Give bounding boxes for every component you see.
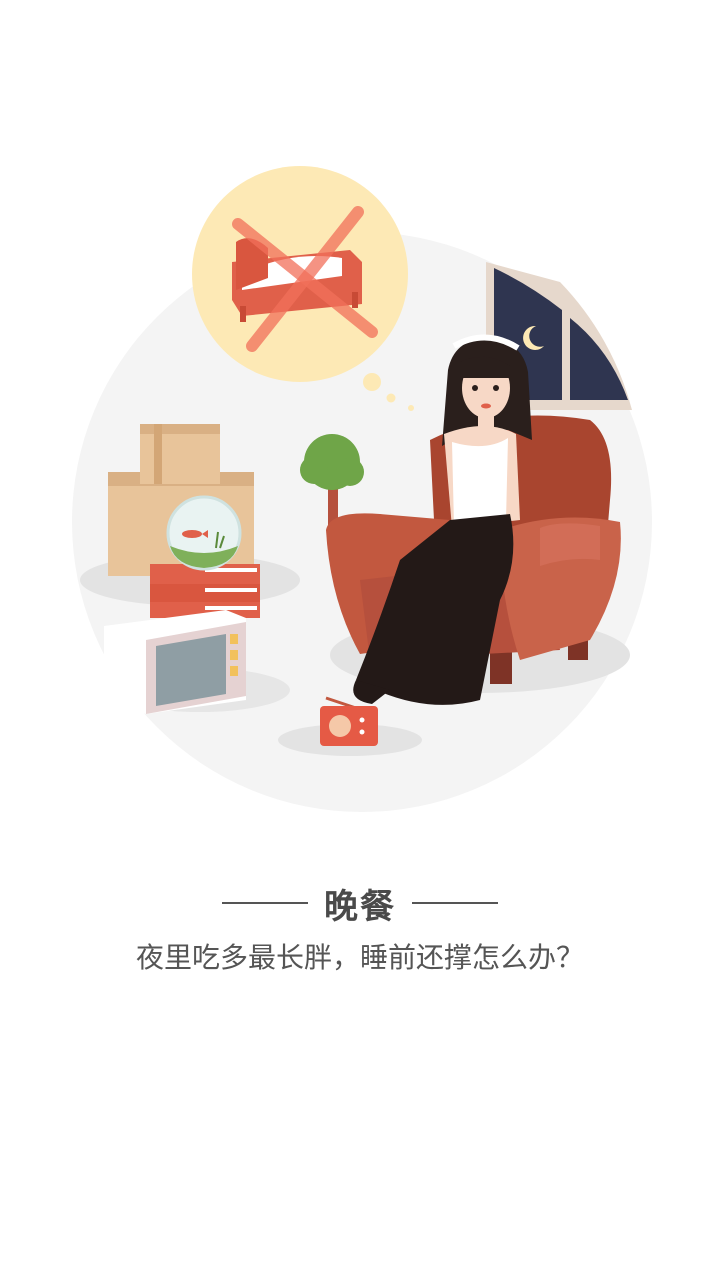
page-title-row: 晚餐 — [0, 878, 720, 928]
title-divider-left — [222, 902, 308, 904]
radio-icon — [320, 696, 378, 746]
thought-dot — [408, 405, 414, 411]
crossed-bed-icon — [232, 206, 378, 352]
tv-icon — [104, 610, 246, 714]
fishbowl-icon — [166, 495, 242, 571]
woman-figure — [353, 334, 532, 705]
dinner-illustration — [72, 166, 652, 812]
page-title: 晚餐 — [324, 886, 396, 927]
page-subtitle: 夜里吃多最长胖，睡前还撑怎么办？ — [135, 941, 584, 974]
books-icon — [150, 564, 260, 618]
thought-dot — [386, 393, 396, 403]
title-divider-right — [412, 902, 498, 904]
thought-dot — [363, 373, 381, 391]
plant-icon — [300, 434, 364, 545]
thought-bubble-icon — [192, 166, 408, 382]
